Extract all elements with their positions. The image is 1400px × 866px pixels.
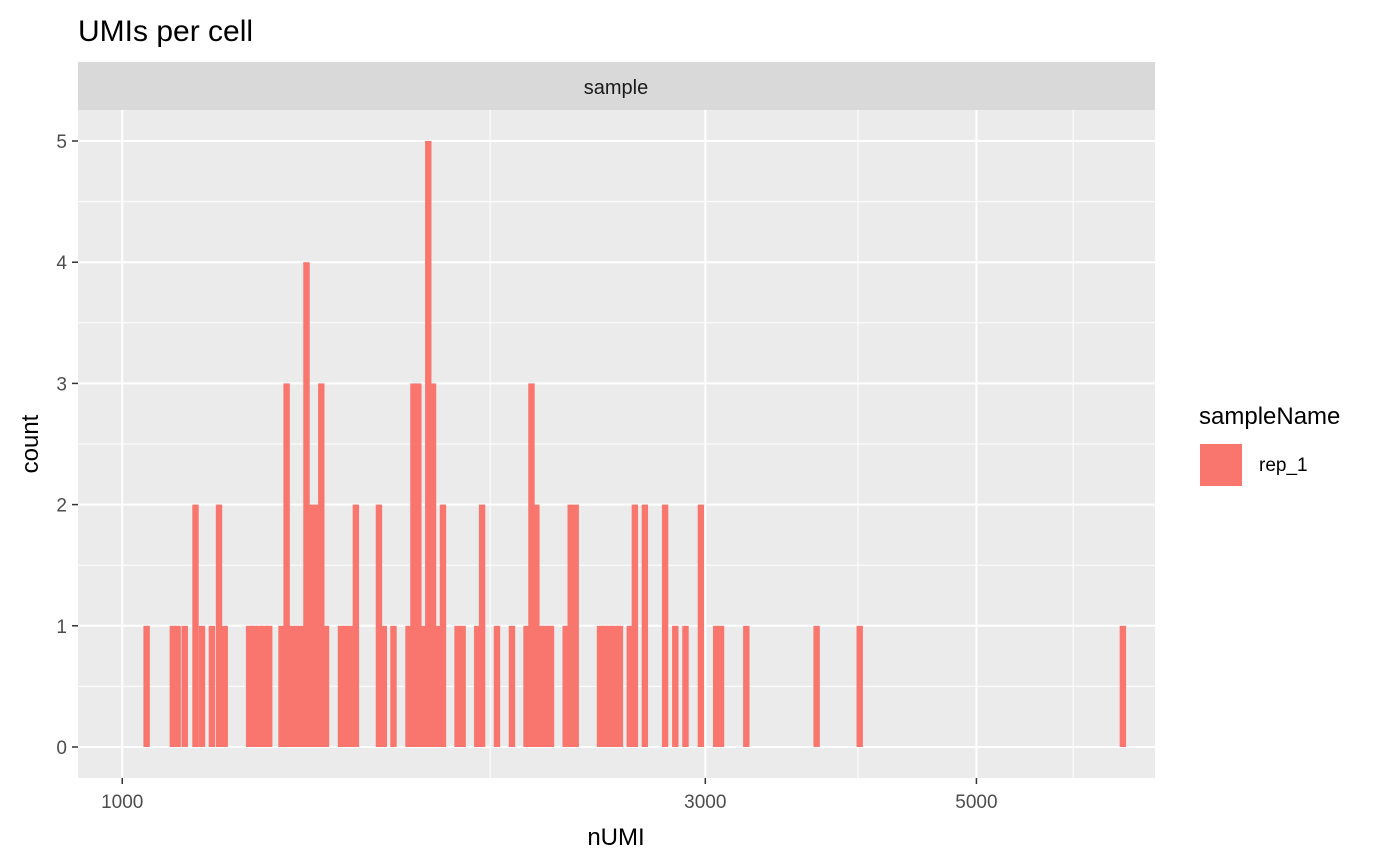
histogram-bar	[375, 504, 383, 747]
histogram-bar	[288, 625, 295, 747]
histogram-bar	[410, 383, 417, 747]
histogram-bar	[318, 383, 325, 747]
histogram-bar	[523, 625, 530, 747]
histogram-bar	[567, 504, 574, 747]
histogram-bar	[542, 625, 550, 747]
histogram-bar	[616, 625, 624, 747]
histogram-bar	[493, 625, 501, 747]
legend-key-rep-1	[1200, 444, 1242, 486]
legend: sampleName rep_1	[1199, 403, 1340, 486]
histogram-bar	[697, 504, 705, 747]
histogram-bar	[611, 625, 619, 747]
histogram-bar	[562, 625, 569, 747]
histogram-bar	[181, 625, 188, 747]
histogram-bar	[278, 625, 285, 747]
legend-label-rep-1: rep_1	[1259, 455, 1308, 476]
histogram-bar	[303, 262, 310, 747]
histogram-bar	[547, 625, 555, 747]
major-gridlines	[78, 110, 1155, 778]
histogram-bar	[215, 504, 223, 747]
y-tick-label: 5	[56, 132, 67, 153]
histogram-bar	[856, 625, 863, 747]
histogram-bar	[672, 625, 679, 747]
histogram-bar	[661, 504, 669, 747]
histogram-bar	[626, 625, 633, 747]
histogram-bar	[261, 625, 268, 747]
y-tick-label: 1	[56, 617, 67, 638]
histogram-bar	[743, 625, 750, 747]
histogram-bar	[434, 625, 442, 747]
facet-strip	[78, 62, 1155, 110]
histogram-bar	[631, 504, 639, 747]
histogram-bar	[169, 625, 177, 747]
histogram-bar	[380, 625, 388, 747]
histogram-bar	[1119, 625, 1127, 747]
histogram-bar	[250, 625, 258, 747]
histogram-bar	[192, 504, 199, 747]
histogram-bar	[601, 625, 609, 747]
histogram-bar	[429, 383, 437, 747]
legend-title: sampleName	[1199, 403, 1340, 430]
histogram-bar	[439, 504, 447, 747]
histogram-bar	[283, 383, 290, 747]
histogram-bar	[717, 625, 725, 747]
histogram-bar	[478, 504, 486, 747]
x-tick-label: 1000	[101, 792, 143, 813]
x-tick-label: 5000	[955, 792, 997, 813]
histogram-bar	[352, 504, 360, 747]
histogram-bar	[419, 625, 427, 747]
histogram-bar	[572, 504, 579, 747]
histogram-bar	[405, 625, 412, 747]
histogram-bar	[208, 625, 216, 747]
histogram-bar	[143, 625, 150, 747]
histogram-bar	[337, 625, 345, 747]
histogram-bar	[712, 625, 720, 747]
histogram-bar	[813, 625, 820, 747]
histogram-bar	[682, 625, 689, 747]
histogram-bar	[322, 625, 330, 747]
x-axis-title: nUMI	[587, 824, 644, 851]
histogram-bar	[454, 625, 461, 747]
histogram-bar	[347, 625, 355, 747]
histogram-bar	[293, 625, 300, 747]
x-tick-label: 3000	[684, 792, 726, 813]
y-tick-label: 2	[56, 496, 67, 517]
histogram-bar	[508, 625, 516, 747]
histogram-bar	[459, 625, 466, 747]
y-axis: 0 1 2 3 4 5	[56, 132, 78, 759]
x-axis: 1000 3000 5000	[101, 778, 998, 813]
histogram-bar	[312, 504, 320, 747]
histogram-bar	[425, 141, 432, 747]
facet-strip-label: sample	[584, 77, 648, 99]
histogram-bar	[198, 625, 206, 747]
histogram-bar	[528, 383, 535, 747]
histogram-bar	[255, 625, 263, 747]
y-axis-title: count	[17, 414, 44, 473]
histogram-bar	[537, 625, 545, 747]
histogram-bar	[308, 504, 315, 747]
histogram-bar	[245, 625, 253, 747]
histogram-bar	[265, 625, 273, 747]
histogram-bar	[390, 625, 397, 747]
histogram-bar	[641, 504, 649, 747]
y-tick-label: 3	[56, 374, 67, 395]
y-tick-label: 0	[56, 738, 67, 759]
histogram-bar	[606, 625, 614, 747]
histogram-bars	[143, 141, 1127, 747]
histogram-bar	[342, 625, 350, 747]
histogram-bar	[221, 625, 228, 747]
y-tick-label: 4	[56, 253, 67, 274]
histogram-bar	[474, 625, 481, 747]
chart-title: UMIs per cell	[78, 15, 253, 48]
histogram-bar	[596, 625, 604, 747]
histogram-bar	[533, 504, 540, 747]
histogram-bar	[415, 383, 422, 747]
histogram-bar	[174, 625, 181, 747]
histogram-bar	[298, 625, 305, 747]
